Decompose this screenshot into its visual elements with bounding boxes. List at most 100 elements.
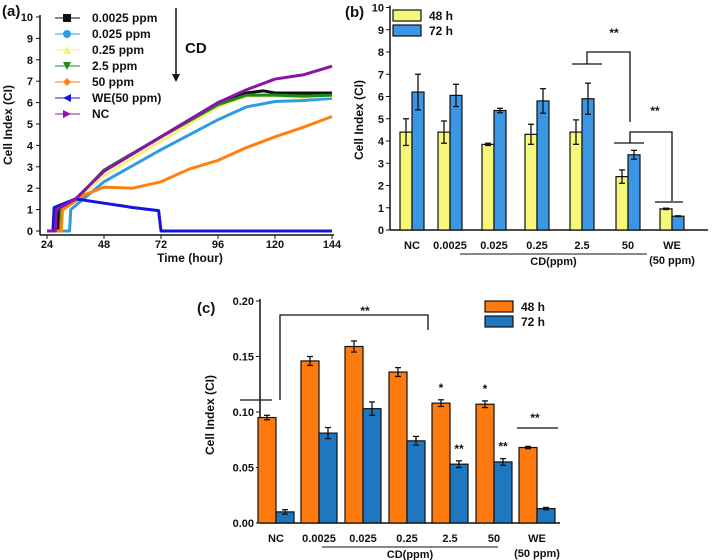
group-label: CD(ppm) [387, 549, 434, 560]
significance-label: ** [530, 411, 540, 425]
legend-swatch [484, 315, 514, 328]
significance-label: * [483, 382, 488, 396]
series-line-0-25-ppm [47, 94, 333, 233]
significance-label: ** [498, 440, 508, 454]
bar-72h-0.25 [406, 440, 426, 524]
y-axis-label: Cell Index (CI) [352, 80, 366, 160]
bar-48h-2.5 [431, 402, 451, 524]
panel-c: (c) 0.00 0.05 0.10 0.15 0.20 Cell Index (CI) NC… [197, 296, 560, 560]
panel-label: (b) [345, 4, 364, 21]
cd-annotation: CD [185, 40, 207, 57]
y-tick-label: 9 [378, 25, 384, 37]
bar-48h-0.25 [524, 133, 538, 231]
bar-48h-50 [615, 176, 629, 231]
category-label: 0.0025 [302, 533, 336, 545]
category-label: NC [404, 240, 420, 252]
bar-48h-0.25 [388, 371, 408, 524]
y-tick-label: 0.15 [233, 352, 254, 364]
legend-marker [63, 30, 71, 38]
legend-swatch [484, 300, 514, 313]
series-line-50-ppm [47, 115, 333, 233]
bar-48h-WE [518, 446, 538, 524]
y-tick-label: 0 [27, 226, 33, 238]
significance-label: ** [650, 104, 660, 118]
bar-48h-NC [399, 131, 413, 231]
x-tick-label: 24 [41, 239, 54, 251]
y-tick-label: 9 [27, 33, 33, 45]
y-tick-label: 2 [27, 183, 33, 195]
legend-label: 48 h [521, 300, 545, 314]
legend-label: 0.0025 ppm [92, 11, 157, 25]
significance-bracket [614, 131, 673, 201]
bar-48h-0.025 [344, 345, 364, 524]
group-label: CD(ppm) [530, 256, 577, 268]
legend-label: 50 ppm [92, 75, 134, 89]
significance-label: ** [360, 304, 370, 318]
y-tick-label: 3 [378, 158, 384, 170]
legend-marker [63, 62, 71, 70]
x-tick-label: 96 [212, 239, 224, 251]
y-tick-label: 8 [378, 47, 384, 59]
y-tick-label: 7 [378, 69, 384, 81]
y-tick-label: 0.10 [233, 407, 254, 419]
legend-swatch [392, 24, 422, 37]
bar-48h-0.025 [481, 143, 495, 231]
y-tick-label: 8 [27, 55, 33, 67]
category-label: 0.25 [526, 240, 547, 252]
x-tick-label: 48 [98, 239, 110, 251]
bar-72h-0.025 [493, 109, 507, 231]
category-label: 0.025 [480, 240, 508, 252]
bar-72h-WE [671, 215, 685, 231]
y-tick-label: 6 [378, 92, 384, 104]
y-tick-label: 4 [27, 140, 34, 152]
bar-48h-0.0025 [300, 360, 320, 524]
y-axis-label: Cell Index (CI) [203, 375, 217, 455]
bar-48h-50 [475, 403, 495, 524]
bar-72h-WE [536, 507, 556, 524]
bar-72h-2.5 [449, 463, 469, 524]
bar-72h-0.25 [536, 100, 550, 231]
series-line-nc [47, 64, 333, 233]
category-sublabel: (50 ppm) [649, 255, 695, 267]
legend-label: WE(50 ppm) [92, 91, 161, 105]
series-line-we-50-ppm- [47, 197, 332, 233]
significance-label: ** [454, 442, 464, 456]
significance-bracket [572, 51, 631, 122]
legend-swatch [392, 9, 422, 22]
category-label: 50 [488, 533, 500, 545]
legend-marker [63, 14, 71, 22]
bar-48h-2.5 [569, 131, 583, 231]
y-tick-label: 3 [27, 162, 33, 174]
category-label: WE [528, 533, 546, 545]
y-tick-label: 0.20 [233, 296, 254, 308]
bar-72h-0.0025 [449, 94, 463, 231]
x-tick-label: 120 [266, 239, 284, 251]
significance-label: * [439, 381, 444, 395]
bar-72h-NC [411, 91, 425, 231]
panel-label: (a) [2, 3, 20, 20]
x-tick-label: 144 [323, 239, 342, 251]
y-tick-label: 5 [378, 114, 384, 126]
legend-marker [63, 110, 71, 118]
category-label: 50 [622, 240, 634, 252]
bar-48h-0.0025 [437, 131, 451, 231]
legend-label: 72 h [429, 24, 453, 38]
category-sublabel: (50 ppm) [514, 548, 560, 560]
y-tick-label: 1 [378, 203, 384, 215]
legend-marker [63, 46, 71, 54]
legend-marker [63, 78, 71, 86]
x-tick-label: 72 [155, 239, 167, 251]
series-line-0-0025-ppm [47, 89, 332, 233]
legend-label: 0.025 ppm [92, 27, 151, 41]
y-tick-label: 0.05 [233, 463, 254, 475]
bar-72h-2.5 [581, 98, 595, 231]
bar-72h-50 [627, 154, 641, 231]
panel-label: (c) [197, 300, 215, 317]
bar-48h-WE [659, 208, 673, 231]
y-tick-label: 10 [21, 12, 33, 24]
bar-48h-NC [257, 416, 277, 524]
category-label: WE [663, 240, 681, 252]
bar-72h-0.0025 [318, 432, 338, 524]
y-tick-label: 2 [378, 181, 384, 193]
